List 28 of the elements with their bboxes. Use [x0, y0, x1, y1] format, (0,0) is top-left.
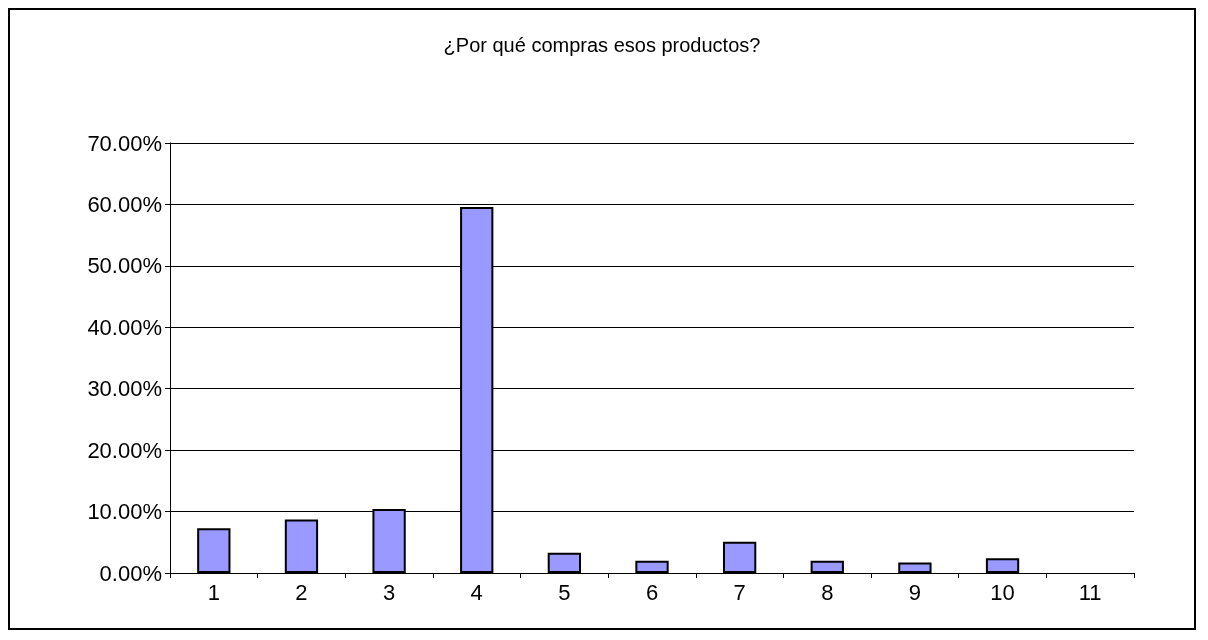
y-tick-label: 30.00%	[87, 376, 162, 402]
bar	[810, 560, 844, 573]
x-tick-label: 1	[207, 579, 220, 605]
y-tick-label: 50.00%	[87, 253, 162, 279]
x-tick-label: 7	[733, 579, 746, 605]
bar	[635, 560, 669, 573]
y-tick-label: 40.00%	[87, 314, 162, 340]
bar	[898, 562, 932, 573]
y-tick-label: 70.00%	[87, 130, 162, 156]
bar	[722, 541, 757, 573]
x-tick-label: 11	[1078, 579, 1102, 605]
bar	[547, 552, 582, 573]
x-tick-label: 6	[645, 579, 659, 605]
chart-title: ¿Por qué compras esos productos?	[443, 34, 761, 56]
y-tick-label: 20.00%	[87, 437, 162, 463]
x-tick-label: 8	[821, 579, 834, 605]
y-tick-label: 10.00%	[87, 499, 162, 525]
bar	[197, 528, 231, 573]
x-tick-label: 10	[990, 579, 1015, 605]
bar	[985, 558, 1020, 573]
x-tick-label: 5	[558, 579, 571, 605]
bar	[284, 519, 319, 573]
y-tick-label: 0.00%	[99, 560, 162, 586]
x-tick-label: 9	[908, 579, 922, 605]
y-tick-label: 60.00%	[87, 191, 162, 217]
x-tick-label: 4	[470, 579, 483, 605]
x-tick-label: 3	[382, 579, 396, 605]
x-tick-label: 2	[295, 579, 308, 605]
